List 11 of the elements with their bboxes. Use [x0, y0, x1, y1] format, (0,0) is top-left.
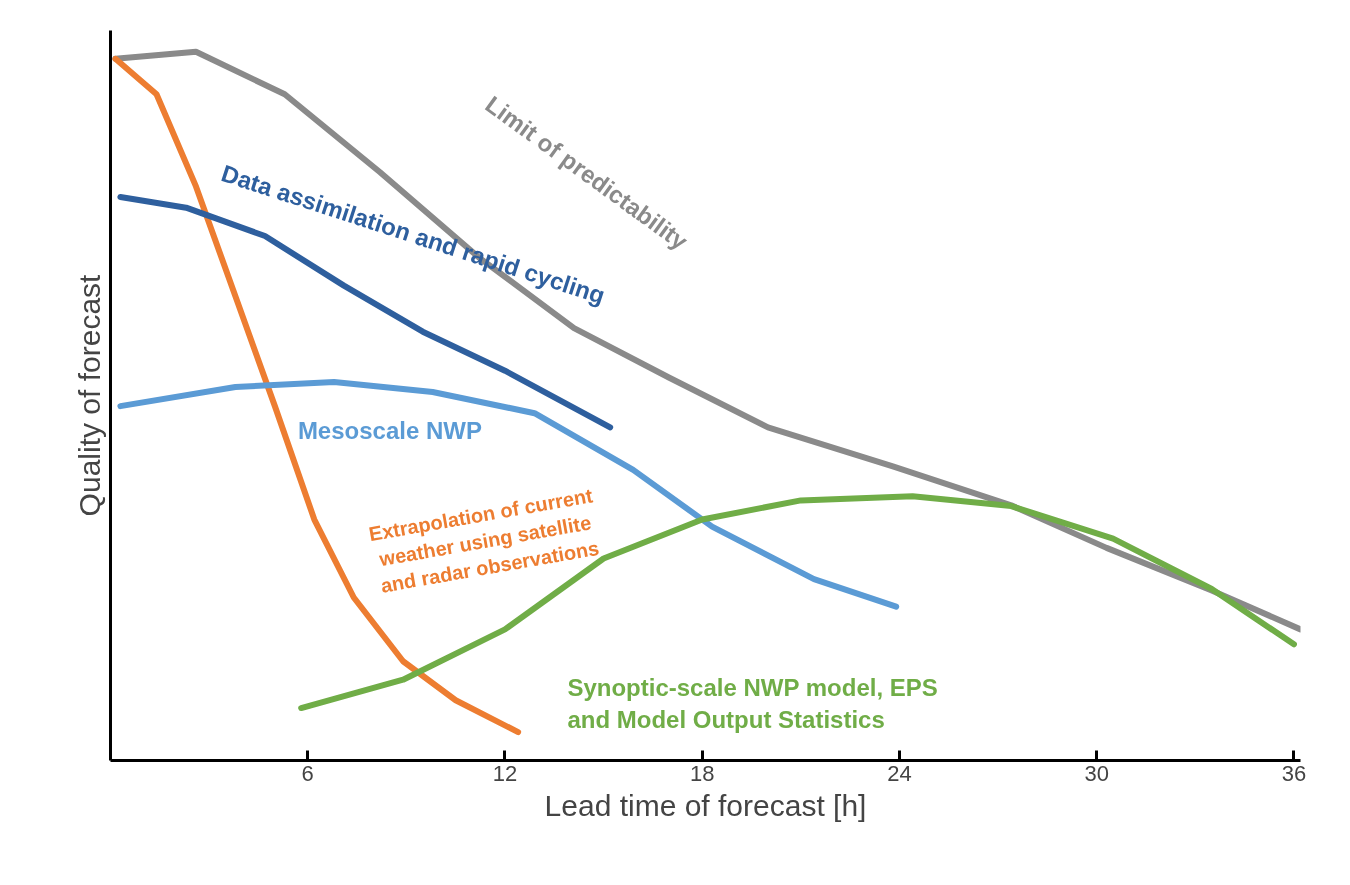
x-axis-title: Lead time of forecast [h]	[544, 788, 867, 822]
text: Synoptic-scale NWP model, EPS and Model Output Statistics	[567, 674, 938, 734]
x-tick-label: 36	[1281, 760, 1307, 786]
x-tick-label: 12	[492, 760, 518, 786]
x-tick-label: 6	[301, 760, 314, 786]
text: Extrapolation of current weather using satellite and radar observations	[367, 484, 601, 597]
y-axis-title: Quality of forecast	[72, 273, 106, 517]
x-tick-label: 30	[1084, 760, 1109, 786]
x-tick-label: 18	[689, 760, 715, 786]
x-tick-label: 24	[887, 760, 912, 786]
series-label: Mesoscale NWP	[297, 417, 482, 445]
